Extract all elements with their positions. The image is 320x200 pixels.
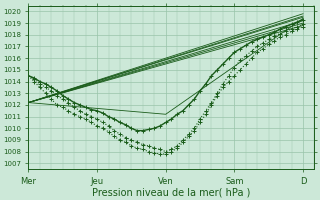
X-axis label: Pression niveau de la mer( hPa ): Pression niveau de la mer( hPa ) bbox=[92, 187, 251, 197]
